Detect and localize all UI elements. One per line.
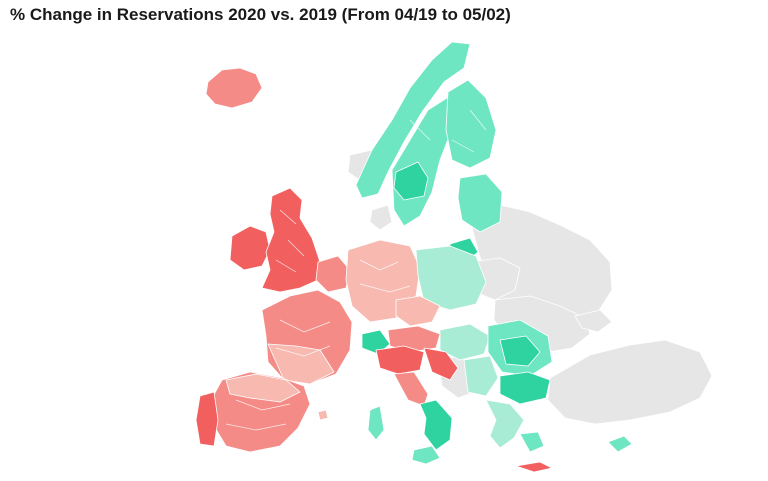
region-poland xyxy=(415,245,487,311)
region-norway xyxy=(355,41,471,199)
region-sardinia xyxy=(367,405,385,441)
region-great-britain xyxy=(261,187,321,293)
region-serbia xyxy=(463,355,499,397)
region-benelux xyxy=(315,255,351,293)
region-spain-north xyxy=(225,373,301,403)
region-austria xyxy=(387,325,441,353)
region-ireland xyxy=(229,225,271,271)
region-italy-central xyxy=(393,371,429,407)
region-italy-south xyxy=(419,399,453,451)
region-iceland xyxy=(205,67,263,109)
region-sicily xyxy=(411,445,441,465)
region-bulgaria xyxy=(499,371,551,405)
region-croatia xyxy=(423,347,459,381)
region-cyprus xyxy=(607,435,633,453)
region-greece-islands xyxy=(519,431,545,453)
region-crimea xyxy=(574,309,613,333)
region-portugal xyxy=(195,391,219,447)
region-baltics xyxy=(457,173,503,233)
region-greece xyxy=(485,399,525,449)
region-hungary xyxy=(439,323,491,361)
map-title: % Change in Reservations 2020 vs. 2019 (… xyxy=(10,5,511,24)
region-denmark-grey xyxy=(369,204,393,231)
region-czech xyxy=(395,295,441,327)
region-finland xyxy=(445,79,497,169)
region-sweden-central xyxy=(393,161,429,201)
region-balearic xyxy=(317,409,329,421)
region-turkey xyxy=(547,339,713,425)
region-romania-core xyxy=(499,335,541,367)
region-italy-north xyxy=(375,345,425,375)
region-crete xyxy=(515,461,553,473)
